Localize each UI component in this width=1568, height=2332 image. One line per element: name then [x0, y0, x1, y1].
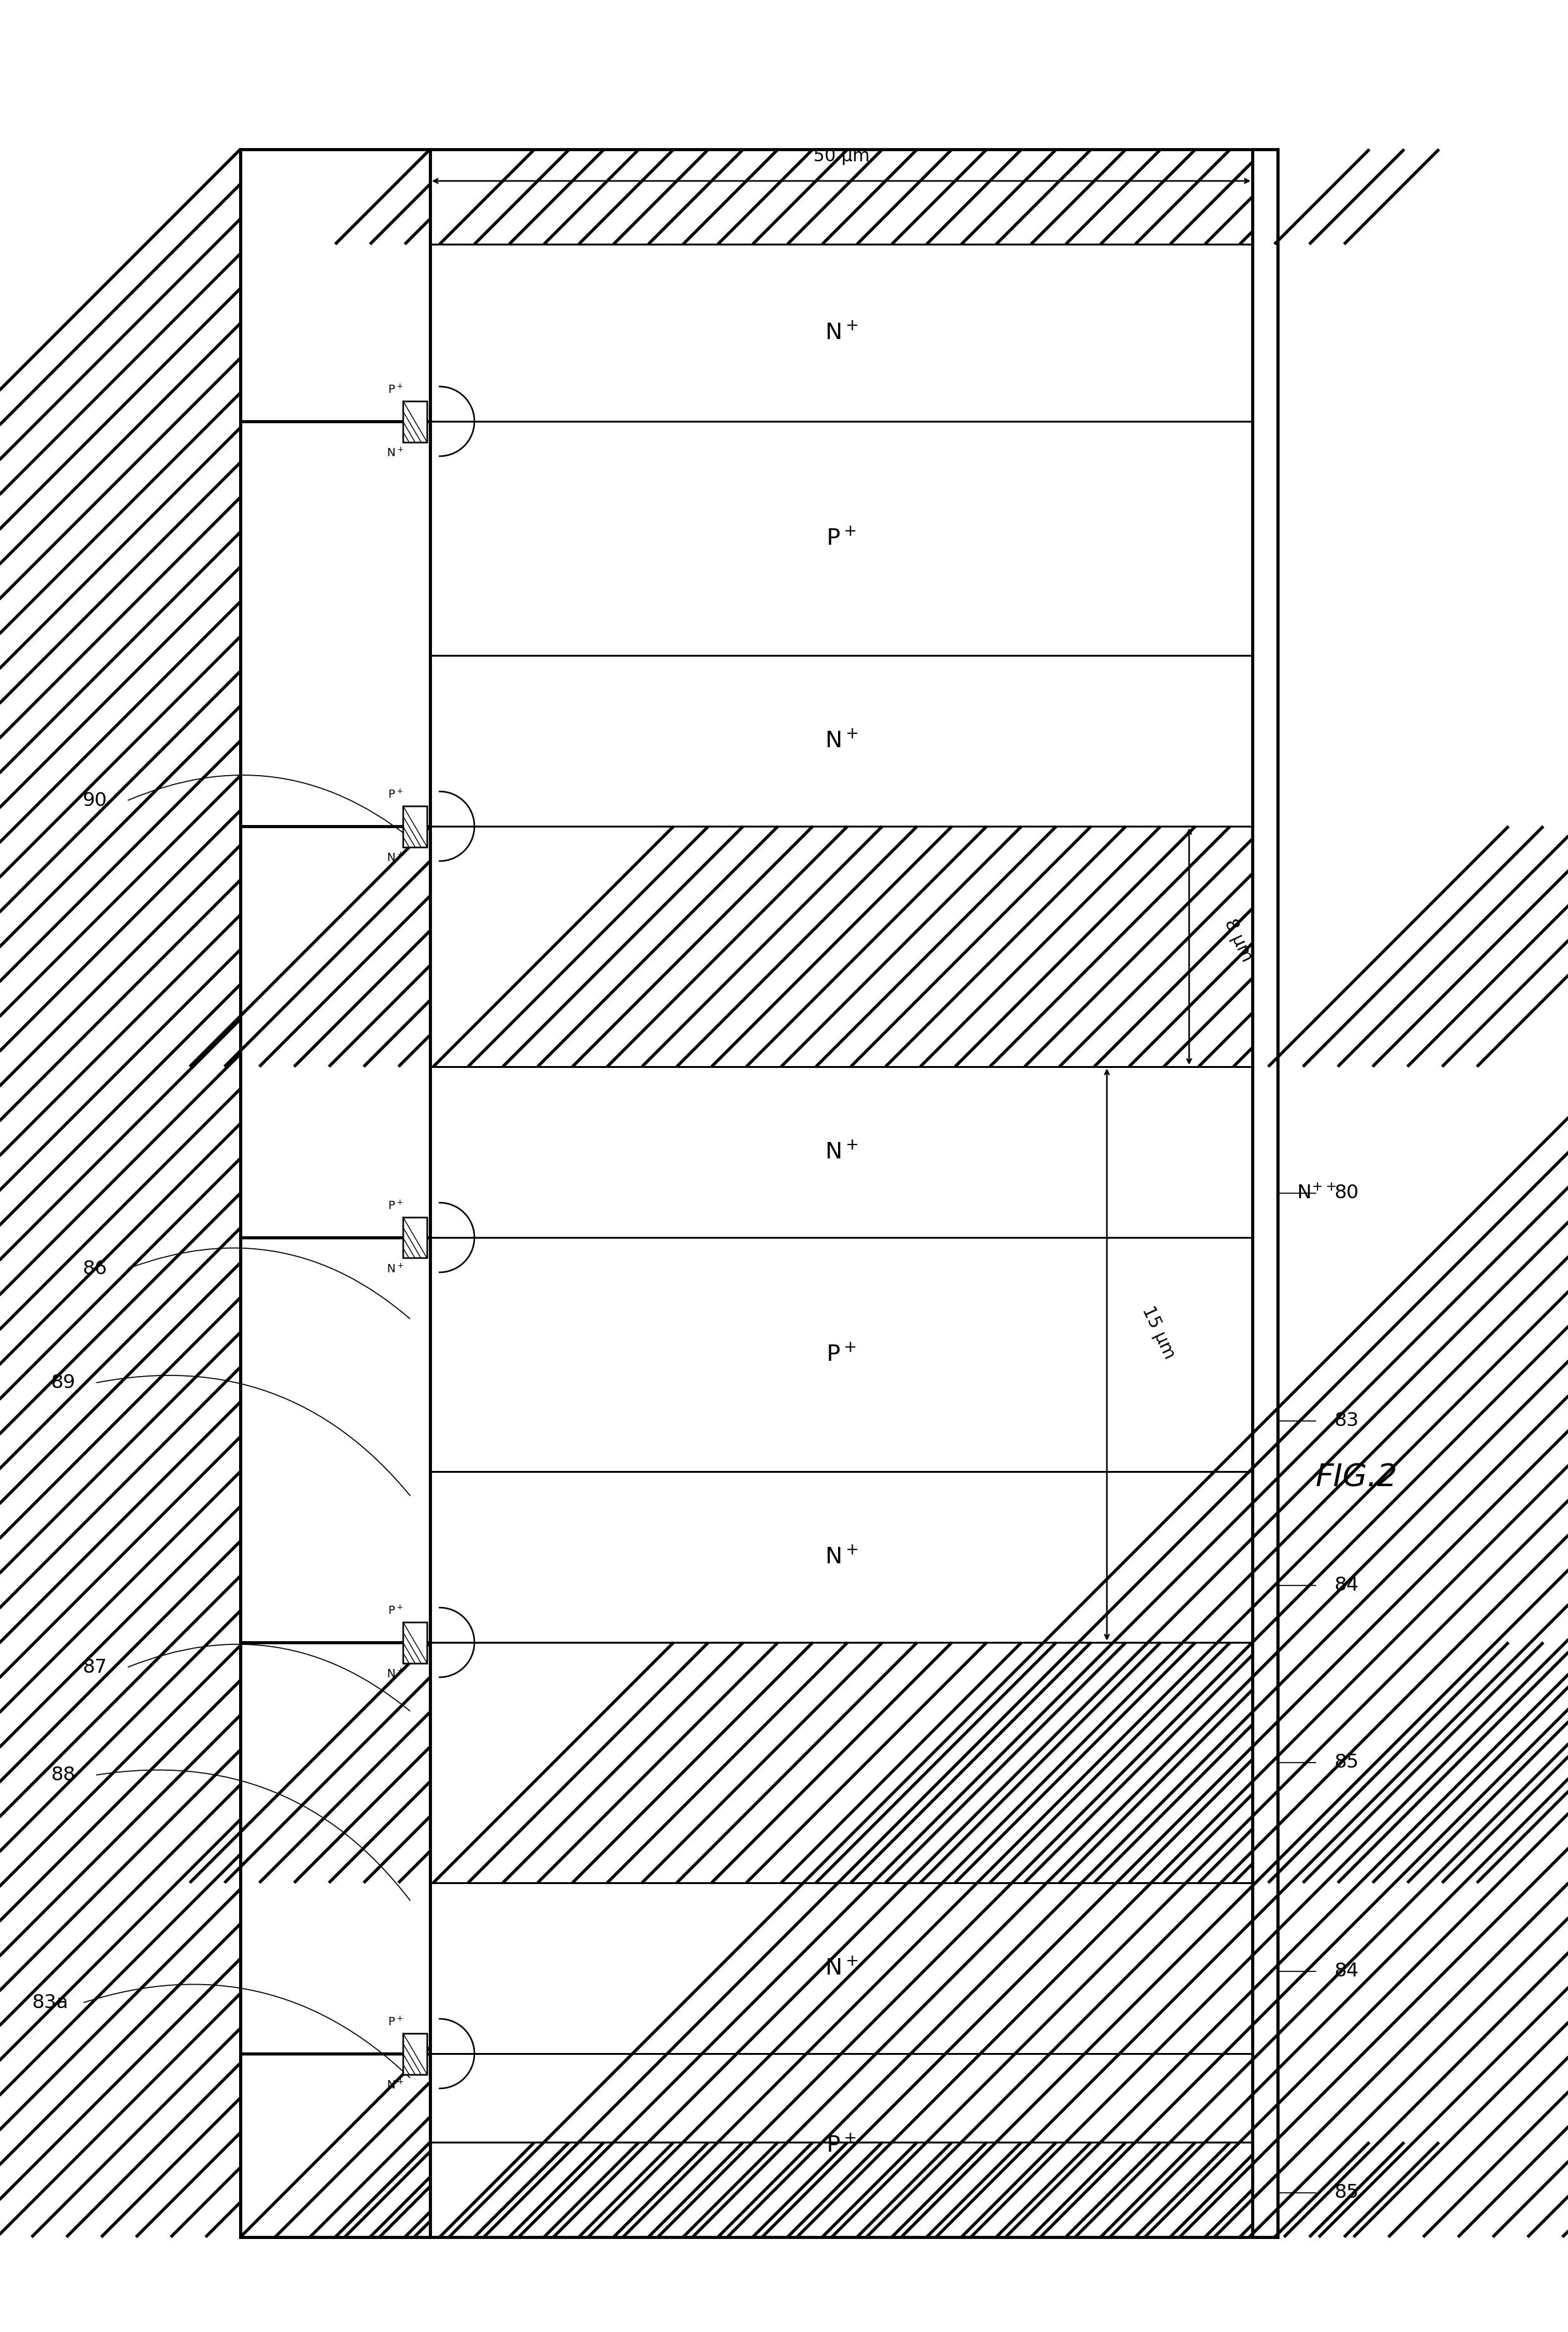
Text: 87: 87 [83, 1658, 107, 1677]
Bar [430, 422, 1253, 655]
Bar [430, 149, 1253, 245]
Bar [430, 1642, 1253, 1882]
Text: P$^+$: P$^+$ [387, 2015, 403, 2029]
Bar [430, 1066, 1253, 1238]
Text: P$^+$: P$^+$ [387, 385, 403, 396]
Bar [403, 2034, 426, 2073]
Text: FIG.2: FIG.2 [1316, 1462, 1397, 1492]
Text: N$^+$: N$^+$ [387, 448, 405, 459]
Text: 88: 88 [50, 1765, 75, 1784]
Bar [430, 655, 1253, 826]
Text: 85: 85 [1334, 2183, 1359, 2201]
Text: 8 μm: 8 μm [1221, 916, 1256, 965]
Bar [430, 1882, 1253, 2054]
Bar [430, 1238, 1253, 1471]
Bar [1253, 149, 1278, 2236]
Bar [430, 826, 1253, 1066]
Bar [240, 149, 1278, 2236]
Bar [430, 2143, 1253, 2236]
Bar [430, 2054, 1253, 2236]
Text: P$^+$: P$^+$ [387, 788, 403, 800]
Bar [403, 1621, 426, 1663]
Bar [403, 401, 426, 443]
Text: N$^+$: N$^+$ [825, 1546, 858, 1567]
Text: N$^+$: N$^+$ [387, 1264, 405, 1276]
Polygon shape [240, 149, 430, 2236]
Text: 85: 85 [1334, 1754, 1359, 1772]
Bar [430, 1471, 1253, 1642]
Bar [403, 1217, 426, 1257]
Text: 84: 84 [1334, 1961, 1359, 1980]
Text: P$^+$: P$^+$ [387, 1604, 403, 1616]
Text: 86: 86 [83, 1259, 107, 1278]
Text: 84: 84 [1334, 1576, 1359, 1595]
Text: 90: 90 [83, 793, 107, 809]
Text: 15 μm: 15 μm [1138, 1304, 1178, 1362]
Polygon shape [430, 2143, 1253, 2236]
Bar [403, 805, 426, 847]
Polygon shape [430, 826, 1253, 1066]
Bar [240, 149, 430, 2236]
Text: N$^+$: N$^+$ [825, 730, 858, 751]
Text: P$^+$: P$^+$ [826, 527, 856, 550]
Text: N$^+$: N$^+$ [387, 1667, 405, 1679]
Polygon shape [430, 149, 1253, 245]
Bar [430, 826, 1253, 1066]
Text: 89: 89 [50, 1374, 75, 1392]
Bar [430, 1642, 1253, 1882]
Text: N$^+$: N$^+$ [387, 2080, 405, 2092]
Text: P$^+$: P$^+$ [387, 1199, 403, 1213]
Text: 83: 83 [1334, 1411, 1359, 1430]
Text: 83a: 83a [33, 1994, 69, 2013]
Bar [240, 149, 430, 2236]
Text: N$^+$: N$^+$ [387, 851, 405, 863]
Text: N$^+$: N$^+$ [825, 1140, 858, 1164]
Text: N$^{++}$: N$^{++}$ [1297, 1185, 1336, 1203]
Text: N$^+$: N$^+$ [825, 1957, 858, 1980]
Text: 50 μm: 50 μm [814, 147, 869, 166]
Polygon shape [430, 1642, 1253, 1882]
Text: 80: 80 [1334, 1185, 1359, 1203]
Bar [430, 149, 1253, 245]
Bar [430, 2143, 1253, 2236]
Text: P$^+$: P$^+$ [826, 2134, 856, 2157]
Bar [430, 245, 1253, 422]
Text: N$^+$: N$^+$ [825, 322, 858, 343]
Text: P$^+$: P$^+$ [826, 1343, 856, 1367]
